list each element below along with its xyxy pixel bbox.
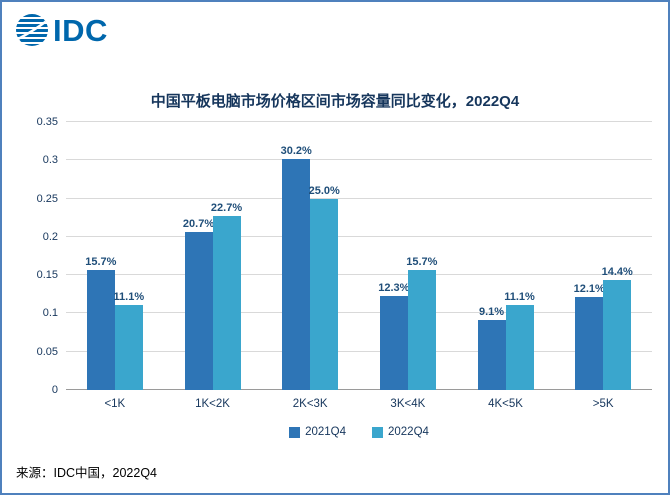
bar-group-2K<3K: 30.2% 25.0% <box>261 122 359 390</box>
bar-column: 15.7% <box>85 255 117 390</box>
x-axis-label: 2K<3K <box>292 398 328 410</box>
bar-group-3K<4K: 12.3% 15.7% <box>359 122 457 390</box>
gridline <box>66 121 652 122</box>
bar-2022Q4-2K<3K <box>310 198 339 390</box>
bar-column: 9.1% <box>477 306 506 390</box>
legend-item-2022Q4: 2022Q4 <box>372 426 429 438</box>
y-tick-label: 0.35 <box>36 116 58 128</box>
y-tick-label: 0.3 <box>42 154 58 167</box>
x-axis-label: 3K<4K <box>390 398 426 410</box>
bar-value-label: 22.7% <box>210 202 243 215</box>
gridline <box>66 312 652 314</box>
bar-groups: 15.7% 11.1% 20.7% 22.7% 30.2% 25.0% 12.3% 15.7%… <box>66 122 652 390</box>
idc-logo: IDC <box>14 12 108 48</box>
bar-2021Q4-3K<4K <box>379 295 408 390</box>
bar-2021Q4->5K <box>575 297 604 390</box>
bar-column: 11.1% <box>113 291 145 390</box>
x-axis-label: >5K <box>592 398 614 410</box>
y-axis: 0 0.05 0.1 0.15 0.2 0.25 0.3 0.35 <box>10 116 66 396</box>
legend: 2021Q4 2022Q4 <box>66 426 652 438</box>
bar-value-label: 15.7% <box>85 255 117 268</box>
bar-column: 20.7% <box>182 217 215 390</box>
bar-2022Q4->5K <box>603 279 632 390</box>
bar-2021Q4-<1K <box>86 269 115 390</box>
y-tick-label: 0.2 <box>42 230 58 243</box>
bar-column: 15.7% <box>406 255 438 390</box>
bar-group-1K<2K: 20.7% 22.7% <box>164 122 262 390</box>
plot-area: 15.7% 11.1% 20.7% 22.7% 30.2% 25.0% 12.3% 15.7%… <box>66 121 652 390</box>
legend-item-2021Q4: 2021Q4 <box>289 426 346 438</box>
gridline <box>66 159 652 161</box>
idc-globe-icon <box>16 14 48 46</box>
bar-value-label: 12.1% <box>573 283 605 296</box>
x-axis-label: 1K<2K <box>195 398 230 410</box>
gridline <box>66 197 652 199</box>
bar-column: 25.0% <box>308 184 340 390</box>
bar-2022Q4-1K<2K <box>212 216 241 390</box>
legend-label: 2021Q4 <box>305 426 346 438</box>
legend-swatch <box>372 426 383 438</box>
plot-column: 15.7% 11.1% 20.7% 22.7% 30.2% 25.0% 12.3% 15.7%… <box>66 121 652 438</box>
bar-value-label: 11.1% <box>113 291 145 304</box>
bar-column: 12.1% <box>573 283 605 390</box>
idc-logo-text: IDC <box>53 12 108 48</box>
y-tick-label: 0.15 <box>36 269 58 282</box>
bar-group-<1K: 15.7% 11.1% <box>66 122 164 390</box>
bar-value-label: 15.7% <box>406 255 438 268</box>
chart-title: 中国平板电脑市场价格区间市场容量同比变化，2022Q4 <box>150 93 520 110</box>
bar-column: 12.3% <box>378 281 410 390</box>
bar-2022Q4-3K<4K <box>407 269 436 390</box>
y-tick-label: 0.1 <box>42 307 58 320</box>
y-tick-label: 0 <box>51 384 58 396</box>
bar-value-label: 30.2% <box>280 144 312 157</box>
bar-2021Q4-4K<5K <box>477 320 506 390</box>
bar-column: 14.4% <box>601 265 633 390</box>
legend-swatch <box>289 426 301 438</box>
x-axis-line <box>66 389 652 390</box>
bar-2022Q4-<1K <box>114 305 143 390</box>
bar-value-label: 9.1% <box>478 306 505 319</box>
bar-value-label: 12.3% <box>378 281 410 294</box>
bar-column: 30.2% <box>280 144 312 390</box>
chart-body: 0 0.05 0.1 0.15 0.2 0.25 0.3 0.35 15.7% 11.1% 20.… <box>10 116 652 438</box>
bar-group-4K<5K: 9.1% 11.1% <box>457 122 555 390</box>
y-tick-label: 0.25 <box>36 192 58 205</box>
bar-2022Q4-4K<5K <box>505 305 534 390</box>
x-axis-label: <1K <box>104 398 126 410</box>
bar-value-label: 20.7% <box>182 217 215 230</box>
gridline <box>66 235 652 237</box>
bar-column: 11.1% <box>504 291 535 390</box>
bar-group->5K: 12.1% 14.4% <box>554 122 652 390</box>
bar-value-label: 11.1% <box>504 291 535 304</box>
bar-2021Q4-2K<3K <box>282 158 311 390</box>
bar-column: 22.7% <box>210 202 243 390</box>
gridline <box>66 274 652 276</box>
bar-chart: 0 0.05 0.1 0.15 0.2 0.25 0.3 0.35 15.7% 11.1% 20.… <box>10 116 652 438</box>
bar-2021Q4-1K<2K <box>184 231 213 390</box>
y-tick-label: 0.05 <box>36 345 58 358</box>
x-axis-label: 4K<5K <box>488 398 523 410</box>
source-note: 来源：IDC中国，2022Q4 <box>16 466 158 480</box>
bar-value-label: 14.4% <box>601 265 633 278</box>
gridline <box>66 350 652 352</box>
x-axis: <1K 1K<2K 2K<3K 3K<4K 4K<5K >5K <box>66 390 652 410</box>
legend-label: 2022Q4 <box>388 426 429 438</box>
bar-value-label: 25.0% <box>308 184 340 197</box>
